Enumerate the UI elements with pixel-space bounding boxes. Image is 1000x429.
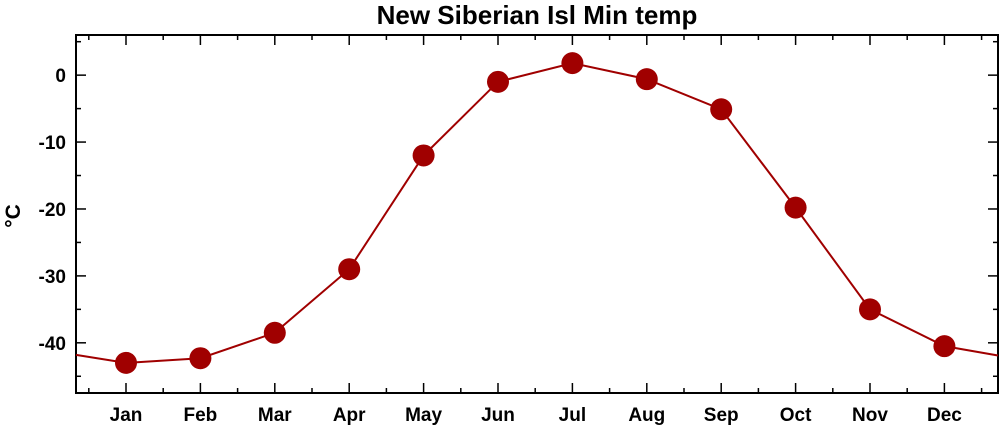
data-point xyxy=(263,321,286,344)
y-axis-label: °C xyxy=(2,204,25,228)
y-tick-label: -40 xyxy=(39,334,66,355)
x-tick-label: May xyxy=(405,405,442,426)
x-tick-label: Apr xyxy=(333,405,366,426)
x-tick-labels: Jan Feb Mar Apr May Jun Jul Aug Sep Oct Nov Dec xyxy=(110,405,963,426)
x-tick-label: Nov xyxy=(852,405,888,426)
data-point xyxy=(338,258,361,281)
y-tick-label: -20 xyxy=(39,200,66,221)
x-tick-label: Mar xyxy=(258,405,292,426)
data-point xyxy=(784,196,807,219)
series-line xyxy=(75,62,999,364)
plot-frame xyxy=(75,34,999,394)
data-point xyxy=(635,68,658,91)
data-point xyxy=(115,351,137,374)
data-points xyxy=(115,52,956,374)
y-tick-label: -10 xyxy=(39,133,66,154)
axis-ticks xyxy=(76,35,998,393)
x-tick-label: Oct xyxy=(780,405,812,426)
x-tick-label: Aug xyxy=(628,405,665,426)
data-point xyxy=(412,144,435,167)
data-point xyxy=(487,70,509,93)
x-tick-label: Feb xyxy=(184,405,218,426)
x-tick-label: Jan xyxy=(110,405,143,426)
x-tick-label: Sep xyxy=(704,405,739,426)
data-point xyxy=(561,52,584,75)
data-point xyxy=(859,298,881,321)
y-tick-label: -30 xyxy=(39,267,66,288)
data-point xyxy=(710,98,733,121)
x-tick-label: Jun xyxy=(481,405,515,426)
data-point xyxy=(933,335,956,358)
chart-title: New Siberian Isl Min temp xyxy=(377,0,698,30)
x-tick-label: Dec xyxy=(927,405,962,426)
y-tick-labels: 0 -10 -20 -30 -40 xyxy=(39,66,66,355)
y-tick-label: 0 xyxy=(55,66,66,87)
data-point xyxy=(189,347,212,370)
x-tick-label: Jul xyxy=(559,405,586,426)
